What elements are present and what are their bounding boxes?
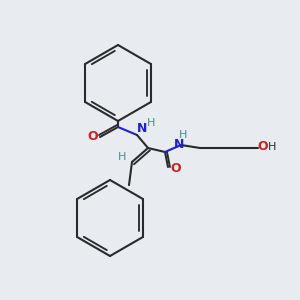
Text: O: O [88, 130, 98, 142]
Text: H: H [118, 152, 126, 162]
Text: H: H [179, 130, 187, 140]
Text: N: N [174, 137, 184, 151]
Text: N: N [137, 122, 147, 134]
Text: O: O [258, 140, 268, 154]
Text: O: O [171, 163, 181, 176]
Text: H: H [147, 118, 155, 128]
Text: H: H [268, 142, 276, 152]
